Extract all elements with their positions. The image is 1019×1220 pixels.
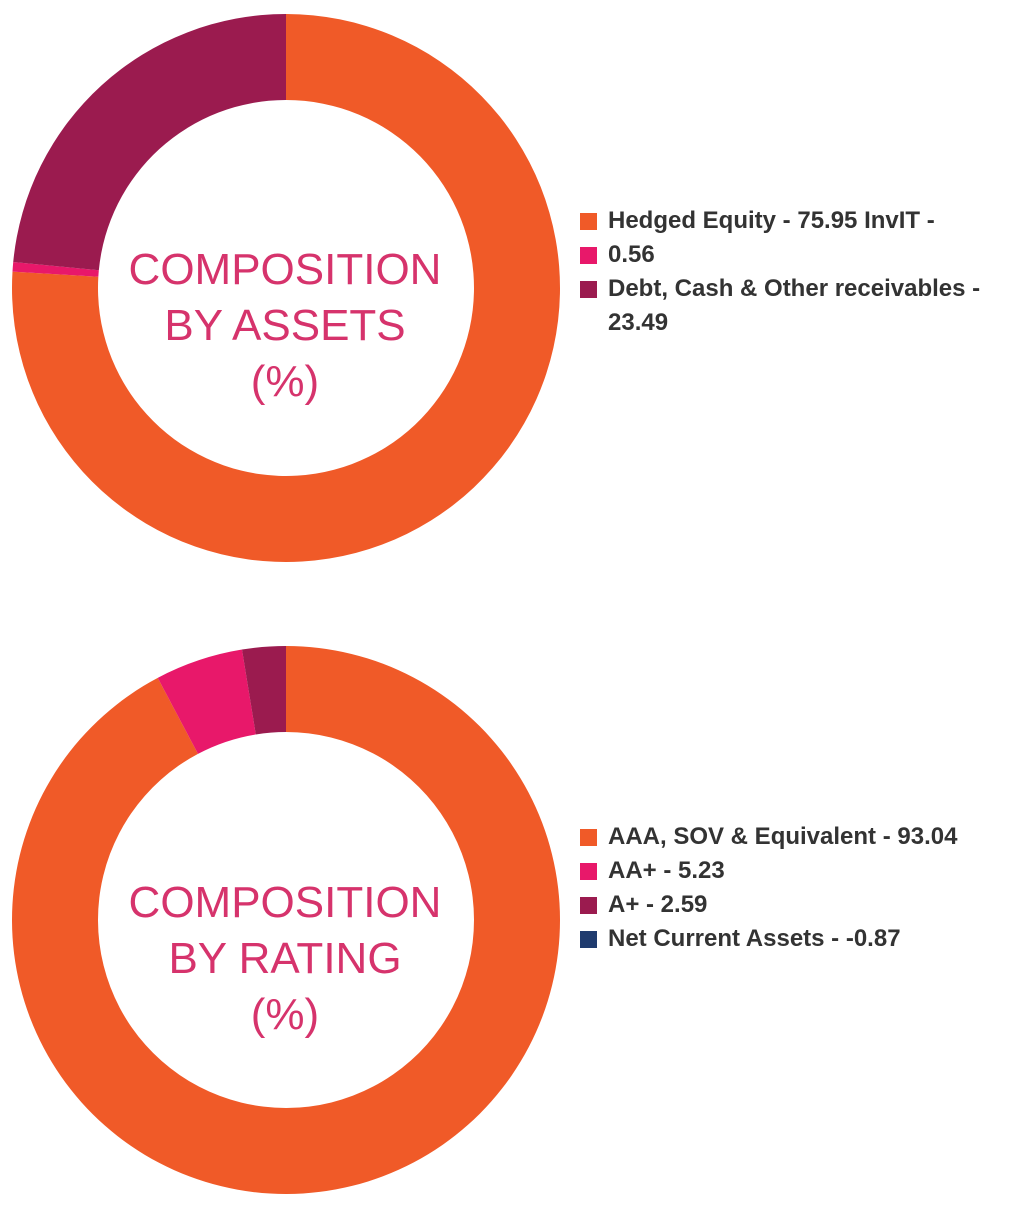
legend-label: A+ - 2.59 [608, 891, 708, 918]
legend-swatch [580, 863, 597, 880]
rating-chart: COMPOSITION BY RATING (%) AAA, SOV & Equ… [0, 620, 1019, 1215]
legend-label: AAA, SOV & Equivalent - 93.04 [608, 823, 958, 850]
rating-legend-item: AAA, SOV & Equivalent - 93.04 [580, 820, 1010, 854]
assets-chart: COMPOSITION BY ASSETS (%) Hedged Equity … [0, 0, 1019, 600]
rating-legend-item: AA+ - 5.23 [580, 854, 1010, 888]
donut-slice-rating-0 [11, 646, 560, 1194]
legend-label: Net Current Assets - -0.87 [608, 925, 901, 952]
assets-center-line-2: BY ASSETS [164, 301, 406, 350]
donut-slice-assets-1 [12, 262, 99, 277]
assets-legend-item: Debt, Cash & Other receivables - 23.49 [580, 272, 1010, 340]
donut-slice-assets-2 [13, 14, 287, 271]
rating-legend-item: Net Current Assets - -0.87 [580, 922, 1010, 956]
legend-swatch [580, 281, 597, 298]
assets-legend-item: Hedged Equity - 75.95 InvIT - [580, 204, 1010, 238]
assets-center-line-1: COMPOSITION [128, 245, 442, 294]
donut-slice-rating-2 [241, 646, 286, 735]
legend-swatch [580, 829, 597, 846]
rating-legend: AAA, SOV & Equivalent - 93.04 AA+ - 5.23… [580, 820, 1010, 956]
legend-swatch [580, 897, 597, 914]
assets-legend: Hedged Equity - 75.95 InvIT - 0.56 Debt,… [580, 204, 1010, 340]
donut-slice-assets-0 [11, 14, 560, 563]
legend-label: Debt, Cash & Other receivables - 23.49 [608, 275, 981, 336]
rating-donut [11, 646, 560, 1194]
legend-label: Hedged Equity - 75.95 InvIT - [608, 207, 935, 234]
legend-swatch [580, 213, 597, 230]
rating-center-line-2: BY RATING [168, 934, 402, 983]
assets-donut [11, 14, 560, 563]
legend-label: AA+ - 5.23 [608, 857, 725, 884]
legend-swatch [580, 247, 597, 264]
rating-legend-item: A+ - 2.59 [580, 888, 1010, 922]
rating-center-label: COMPOSITION BY RATING (%) [100, 875, 470, 1043]
assets-center-line-3: (%) [250, 357, 320, 406]
rating-center-line-1: COMPOSITION [128, 878, 442, 927]
legend-swatch [580, 931, 597, 948]
rating-center-line-3: (%) [250, 990, 320, 1039]
assets-center-label: COMPOSITION BY ASSETS (%) [100, 242, 470, 410]
donut-slice-rating-1 [157, 649, 256, 754]
legend-label: 0.56 [608, 241, 655, 268]
assets-legend-item: 0.56 [580, 238, 1010, 272]
